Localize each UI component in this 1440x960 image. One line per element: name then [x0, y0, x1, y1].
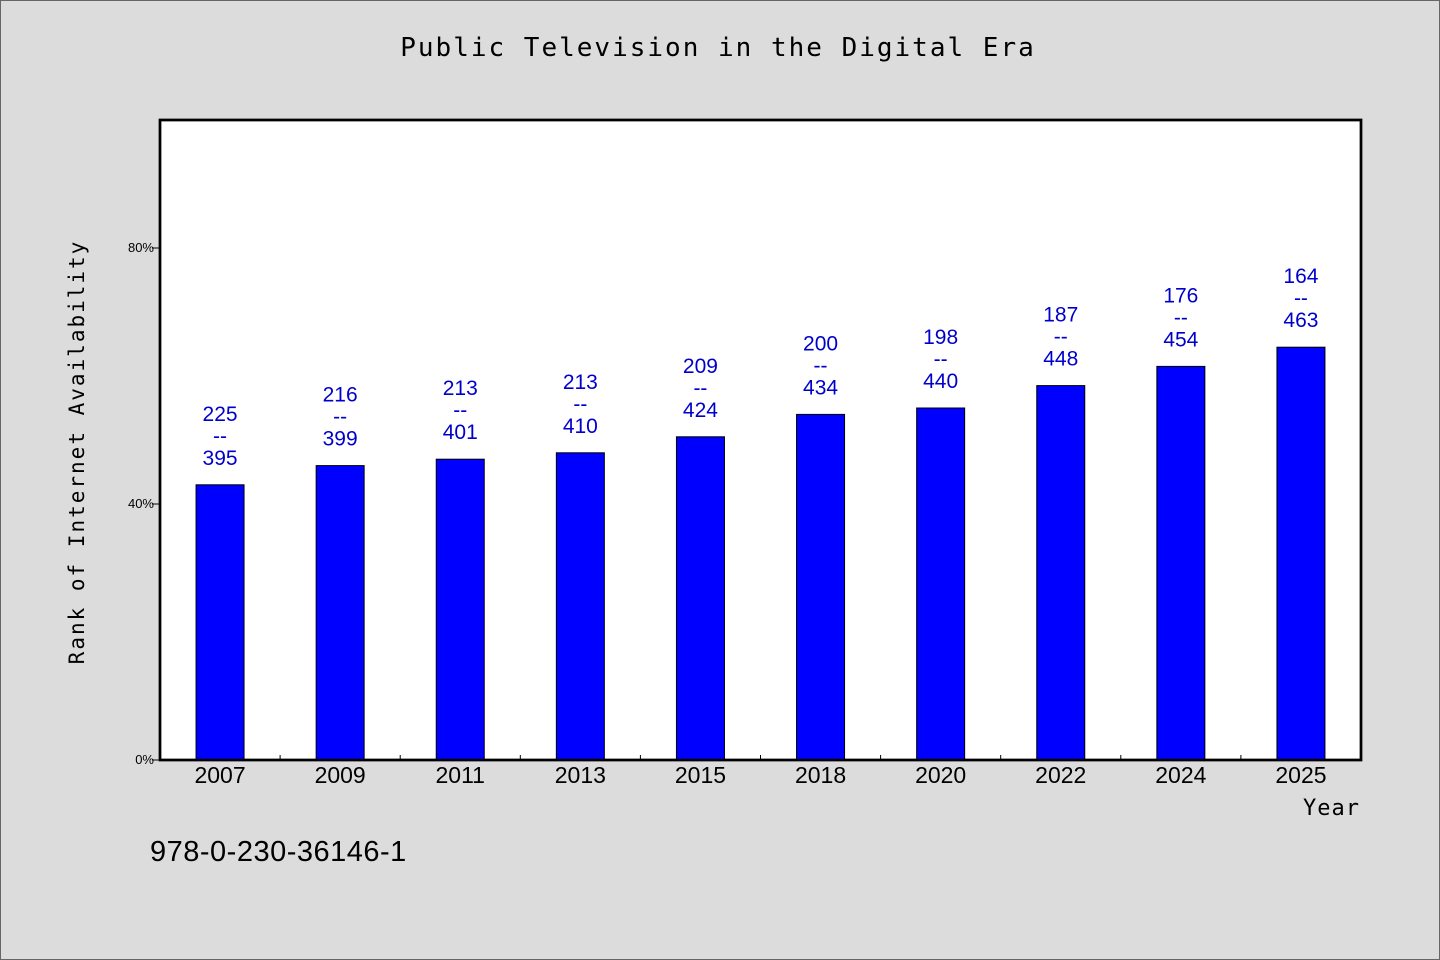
data-label-bottom: 440	[923, 370, 958, 393]
data-label-bottom: 399	[323, 428, 358, 451]
x-tick-label: 2018	[795, 762, 846, 788]
data-label-bottom: 463	[1283, 309, 1318, 332]
bar	[1036, 385, 1086, 761]
data-label-separator: --	[333, 406, 347, 429]
data-label-separator: --	[1174, 306, 1188, 329]
data-label-top: 200	[803, 332, 838, 355]
bar	[1276, 346, 1326, 761]
x-tick-label: 2007	[194, 762, 245, 788]
chart-title: Public Television in the Digital Era	[400, 33, 1036, 63]
x-tick-label: 2024	[1155, 762, 1206, 788]
data-label-top: 225	[203, 403, 238, 426]
x-tick-label: 2011	[436, 762, 485, 788]
data-label-separator: --	[814, 354, 828, 377]
bar	[675, 436, 725, 761]
data-label-top: 164	[1283, 265, 1318, 288]
data-label-bottom: 395	[203, 447, 238, 470]
y-tick-label: 80%	[128, 240, 154, 255]
data-label-separator: --	[573, 393, 587, 416]
x-axis-label: Year	[1303, 796, 1360, 821]
data-label-top: 187	[1043, 304, 1078, 327]
data-label-separator: --	[934, 348, 948, 371]
data-label-separator: --	[213, 425, 227, 448]
data-label-separator: --	[693, 377, 707, 400]
bar	[195, 484, 245, 761]
data-label-top: 209	[683, 355, 718, 378]
bar	[555, 452, 605, 761]
y-tick-label: 0%	[135, 752, 154, 767]
x-tick-label: 2022	[1035, 762, 1086, 788]
x-tick-label: 2015	[675, 762, 726, 788]
data-label-separator: --	[453, 399, 467, 422]
data-label-bottom: 454	[1163, 328, 1198, 351]
data-label-separator: --	[1054, 326, 1068, 349]
data-label-bottom: 401	[443, 421, 478, 444]
data-label-top: 216	[323, 384, 358, 407]
data-label-top: 213	[443, 377, 478, 400]
bar	[796, 413, 846, 761]
y-tick-label: 40%	[128, 496, 154, 511]
bar	[1156, 365, 1206, 761]
data-label-separator: --	[1294, 287, 1308, 310]
data-label-top: 176	[1163, 284, 1198, 307]
x-tick-label: 2020	[915, 762, 966, 788]
x-tick-label: 2025	[1275, 762, 1326, 788]
data-label-bottom: 434	[803, 376, 838, 399]
plot-border	[158, 118, 1363, 762]
data-label-top: 213	[563, 371, 598, 394]
data-label-bottom: 424	[683, 399, 718, 422]
bar	[916, 407, 966, 761]
data-label-bottom: 448	[1043, 348, 1078, 371]
data-label-bottom: 410	[563, 415, 598, 438]
x-tick-label: 2013	[555, 762, 606, 788]
x-tick-label: 2009	[315, 762, 366, 788]
bar	[315, 465, 365, 761]
data-label-top: 198	[923, 326, 958, 349]
isbn-footnote: 978-0-230-36146-1	[150, 836, 407, 868]
bar	[435, 458, 485, 761]
